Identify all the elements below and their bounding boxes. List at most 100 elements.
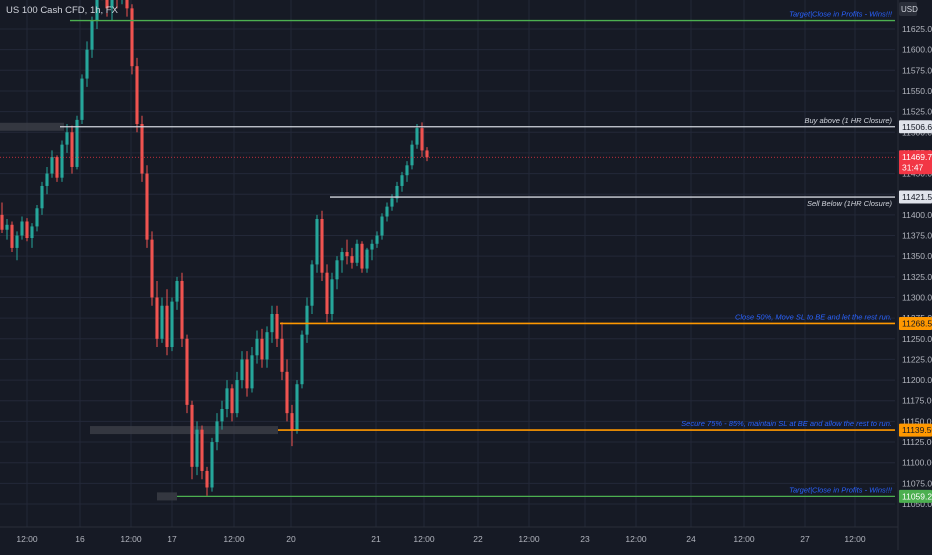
candle-body (200, 429, 204, 471)
candle-body (370, 243, 374, 250)
level-label: Target|Close in Profits - Wins!!! (789, 485, 893, 494)
x-tick-label: 12:00 (413, 534, 435, 544)
candle-body (10, 224, 14, 248)
last-price-badge (899, 150, 932, 175)
candle-body (405, 165, 409, 176)
candle-body (290, 413, 294, 430)
candle-body (180, 280, 184, 339)
candle-body (385, 206, 389, 217)
candle-body (35, 208, 39, 227)
price-badge (899, 316, 932, 330)
candle-body (205, 470, 209, 488)
candle-body (425, 150, 429, 158)
y-tick-label: 11100.00 (902, 458, 932, 468)
candle-body (235, 380, 239, 414)
x-tick-label: 17 (167, 534, 177, 544)
candle-body (155, 297, 159, 339)
y-tick-label: 11300.00 (902, 292, 932, 302)
level-zone (0, 122, 64, 131)
price-badge (899, 489, 932, 503)
countdown-label: 31:47 (902, 162, 924, 172)
candle-body (125, 0, 129, 9)
y-tick-label: 11150.00 (902, 416, 932, 426)
candle-body (165, 305, 169, 348)
candle-body (130, 8, 134, 67)
currency-badge[interactable] (899, 2, 917, 16)
candle-body (90, 20, 94, 50)
x-tick-label: 12:00 (120, 534, 142, 544)
candle-body (80, 78, 84, 120)
candle-body (250, 355, 254, 389)
candle-body (150, 239, 154, 298)
candle-body (45, 173, 49, 186)
candle-body (310, 264, 314, 306)
candle-body (270, 314, 274, 333)
candle-body (70, 132, 74, 167)
candle-body (65, 132, 69, 145)
x-tick-label: 21 (371, 534, 381, 544)
candle-body (15, 235, 19, 248)
y-tick-label: 11350.00 (902, 251, 932, 261)
candle-body (55, 157, 59, 178)
candle-body (350, 256, 354, 263)
candle-body (225, 388, 229, 409)
candle-body (30, 226, 34, 238)
candle-body (365, 249, 369, 269)
candle-body (195, 429, 199, 467)
currency-label: USD (901, 5, 918, 14)
candle-body (260, 338, 264, 360)
candle-body (20, 221, 24, 236)
y-tick-label: 11125.00 (902, 437, 932, 447)
candle-body (275, 314, 279, 339)
x-tick-label: 12:00 (223, 534, 245, 544)
candle-body (395, 185, 399, 199)
level-label: Buy above (1 HR Closure) (804, 116, 892, 125)
x-tick-label: 20 (286, 534, 296, 544)
candle-body (85, 49, 89, 79)
candle-body (145, 173, 149, 240)
candle-body (340, 252, 344, 261)
candle-body (170, 301, 174, 348)
level-label: Secure 75% - 85%, maintain SL at BE and … (681, 419, 892, 428)
candle-body (380, 216, 384, 236)
candle-body (305, 305, 309, 335)
candle-body (135, 66, 139, 124)
candle-body (320, 219, 324, 273)
price-badge (899, 120, 932, 134)
x-tick-label: 16 (75, 534, 85, 544)
candle-body (280, 338, 284, 372)
y-tick-label: 11200.00 (902, 375, 932, 385)
x-tick-label: 27 (800, 534, 810, 544)
candle-body (215, 421, 219, 443)
x-tick-label: 22 (473, 534, 483, 544)
candle-body (345, 252, 349, 257)
y-tick-label: 11525.00 (902, 107, 932, 117)
candle-body (355, 243, 359, 263)
candle-body (0, 214, 4, 230)
x-tick-label: 12:00 (518, 534, 540, 544)
candle-body (420, 128, 424, 151)
candle-body (230, 388, 234, 414)
candle-body (105, 0, 109, 9)
y-tick-label: 11225.00 (902, 354, 932, 364)
candle-body (285, 371, 289, 414)
candle-body (140, 124, 144, 174)
candle-body (315, 219, 319, 265)
candle-body (95, 0, 99, 21)
level-label: Target|Close in Profits - Wins!!! (789, 10, 893, 19)
candle-body (110, 0, 114, 9)
candle-body (400, 175, 404, 186)
y-tick-label: 11400.00 (902, 210, 932, 220)
level-zone (157, 492, 177, 501)
candle-body (295, 384, 299, 430)
candle-body (60, 144, 64, 178)
candle-body (220, 409, 224, 422)
candle-body (245, 359, 249, 389)
price-badge-label: 11506.65 (902, 122, 932, 132)
y-tick-label: 11575.00 (902, 65, 932, 75)
candle-body (330, 279, 334, 314)
last-price-label: 11469.72 (902, 152, 932, 162)
candle-body (25, 221, 29, 238)
